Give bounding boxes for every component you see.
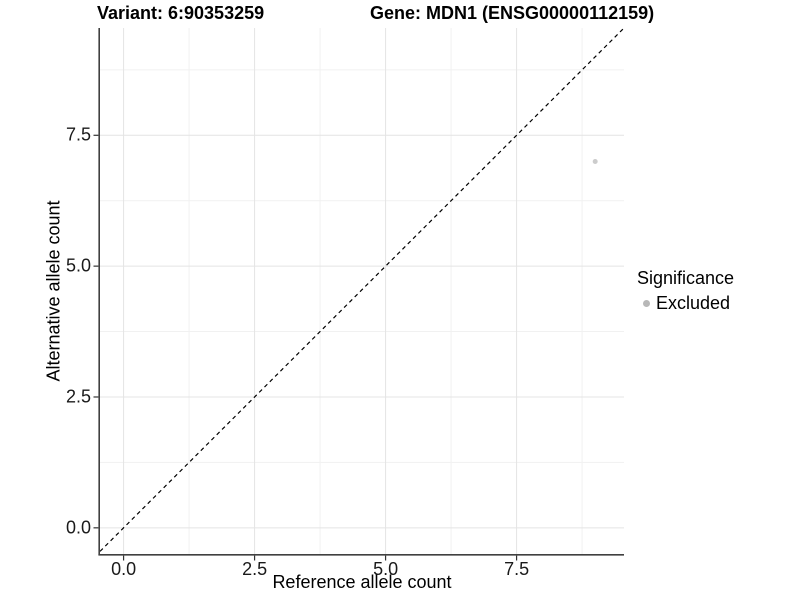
y-tick-label: 2.5	[65, 386, 91, 407]
y-tick-label: 7.5	[65, 124, 91, 145]
legend-entries: Excluded	[637, 293, 734, 314]
y-tick-label: 5.0	[65, 255, 91, 276]
legend-point-icon	[642, 300, 650, 307]
x-axis-title: Reference allele count	[272, 572, 452, 592]
legend-entry: Excluded	[637, 293, 734, 314]
data-point	[592, 158, 598, 164]
gene-title: Gene: MDN1 (ENSG00000112159)	[370, 3, 655, 23]
variant-title: Variant: 6:90353259	[97, 3, 265, 23]
legend-key	[638, 295, 654, 313]
x-tick-label: 7.5	[504, 559, 530, 579]
identity-line	[99, 27, 625, 552]
y-axis-title: Alternative allele count	[43, 200, 64, 382]
legend-title: Significance	[637, 268, 735, 288]
y-tick-label: 0.0	[65, 517, 91, 538]
x-tick-label: 0.0	[111, 559, 137, 579]
legend-entry-label: Excluded	[656, 293, 731, 313]
x-tick-label: 2.5	[242, 559, 268, 579]
x-tick-label: 5.0	[373, 559, 399, 579]
legend: Significance Excluded	[637, 268, 734, 314]
